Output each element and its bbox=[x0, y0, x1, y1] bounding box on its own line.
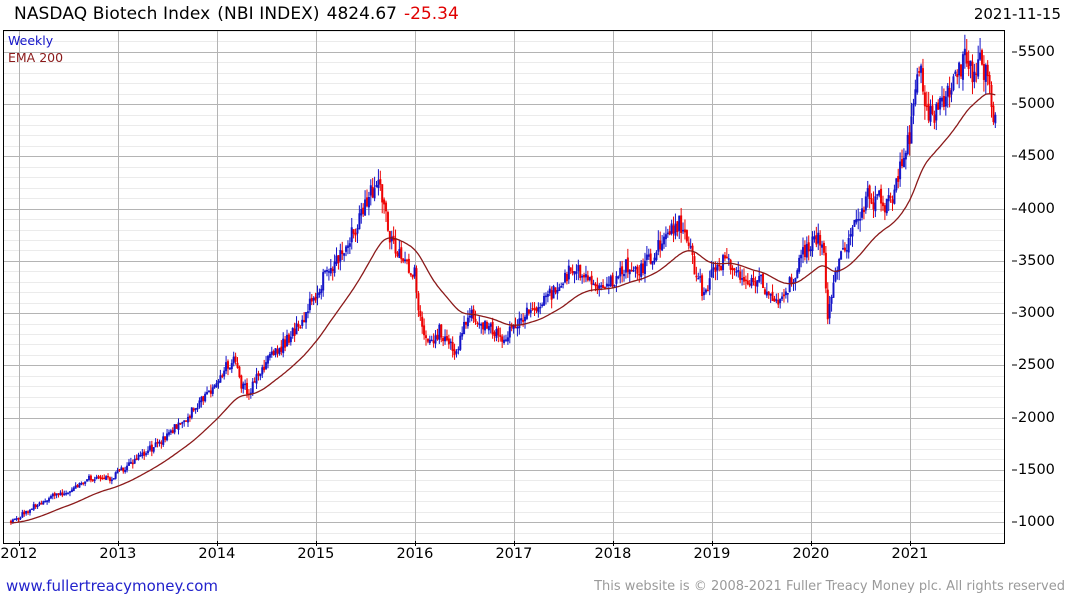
x-axis-label: 2017 bbox=[495, 546, 533, 562]
x-axis-tick bbox=[216, 541, 218, 546]
x-axis-tick bbox=[612, 541, 614, 546]
y-axis-label: 1000 bbox=[1018, 514, 1055, 531]
x-axis-tick bbox=[513, 541, 515, 546]
grid-minor-lines bbox=[4, 31, 1004, 534]
y-axis-tick bbox=[1012, 364, 1017, 366]
x-axis: 2012 2013 2014 2015 2016 2017 2018 2019 2020 2021 bbox=[0, 541, 1075, 569]
x-axis-tick bbox=[117, 541, 119, 546]
y-axis-label: 1500 bbox=[1018, 461, 1055, 478]
y-axis-tick bbox=[1012, 417, 1017, 419]
x-axis-label: 2012 bbox=[0, 546, 38, 562]
x-axis-label: 2018 bbox=[594, 546, 632, 562]
y-axis-label: 4500 bbox=[1018, 148, 1055, 165]
x-axis-label: 2020 bbox=[792, 546, 830, 562]
instrument-name: NASDAQ Biotech Index bbox=[14, 4, 211, 24]
y-axis-label: 2000 bbox=[1018, 409, 1055, 426]
x-axis-label: 2021 bbox=[891, 546, 929, 562]
y-axis-tick bbox=[1012, 312, 1017, 314]
y-axis-tick bbox=[1012, 521, 1017, 523]
x-axis-tick bbox=[711, 541, 713, 546]
x-axis-label: 2016 bbox=[396, 546, 434, 562]
y-axis: 1000 1500 2000 2500 3000 3500 4000 4500 5000 5500 bbox=[1012, 0, 1074, 560]
x-axis-label: 2013 bbox=[99, 546, 137, 562]
y-axis-tick bbox=[1012, 208, 1017, 210]
chart-header: NASDAQ Biotech Index (NBI INDEX) 4824.67… bbox=[0, 0, 1075, 28]
x-axis-label: 2014 bbox=[198, 546, 236, 562]
y-axis-label: 4000 bbox=[1018, 200, 1055, 217]
instrument-ticker: (NBI INDEX) bbox=[217, 4, 320, 24]
candlestick-series bbox=[9, 34, 997, 525]
title-group: NASDAQ Biotech Index (NBI INDEX) 4824.67… bbox=[14, 4, 459, 24]
x-axis-tick bbox=[414, 541, 416, 546]
x-axis-label: 2015 bbox=[297, 546, 335, 562]
y-axis-tick bbox=[1012, 155, 1017, 157]
chart-date: 2021-11-15 bbox=[973, 5, 1061, 23]
x-axis-tick bbox=[810, 541, 812, 546]
y-axis-label: 3500 bbox=[1018, 252, 1055, 269]
price-change: -25.34 bbox=[403, 4, 459, 24]
chart-footer: www.fullertreacymoney.com This website i… bbox=[0, 572, 1075, 600]
last-price: 4824.67 bbox=[326, 4, 397, 24]
ema-200-line bbox=[10, 93, 996, 524]
price-chart-svg bbox=[4, 31, 1004, 543]
x-axis-tick bbox=[909, 541, 911, 546]
y-axis-tick bbox=[1012, 260, 1017, 262]
grid-major-lines bbox=[4, 52, 1004, 523]
grid-vertical-lines bbox=[19, 31, 911, 543]
x-axis-tick bbox=[315, 541, 317, 546]
chart-plot-area[interactable] bbox=[3, 30, 1005, 544]
y-axis-tick bbox=[1012, 51, 1017, 53]
y-axis-label: 3000 bbox=[1018, 305, 1055, 322]
y-axis-label: 5500 bbox=[1018, 43, 1055, 60]
y-axis-tick bbox=[1012, 103, 1017, 105]
site-url-link[interactable]: www.fullertreacymoney.com bbox=[6, 577, 219, 595]
y-axis-label: 2500 bbox=[1018, 357, 1055, 374]
y-axis-tick bbox=[1012, 469, 1017, 471]
y-axis-label: 5000 bbox=[1018, 96, 1055, 113]
copyright-notice: This website is © 2008-2021 Fuller Treac… bbox=[594, 578, 1065, 594]
x-axis-label: 2019 bbox=[693, 546, 731, 562]
x-axis-tick bbox=[18, 541, 20, 546]
